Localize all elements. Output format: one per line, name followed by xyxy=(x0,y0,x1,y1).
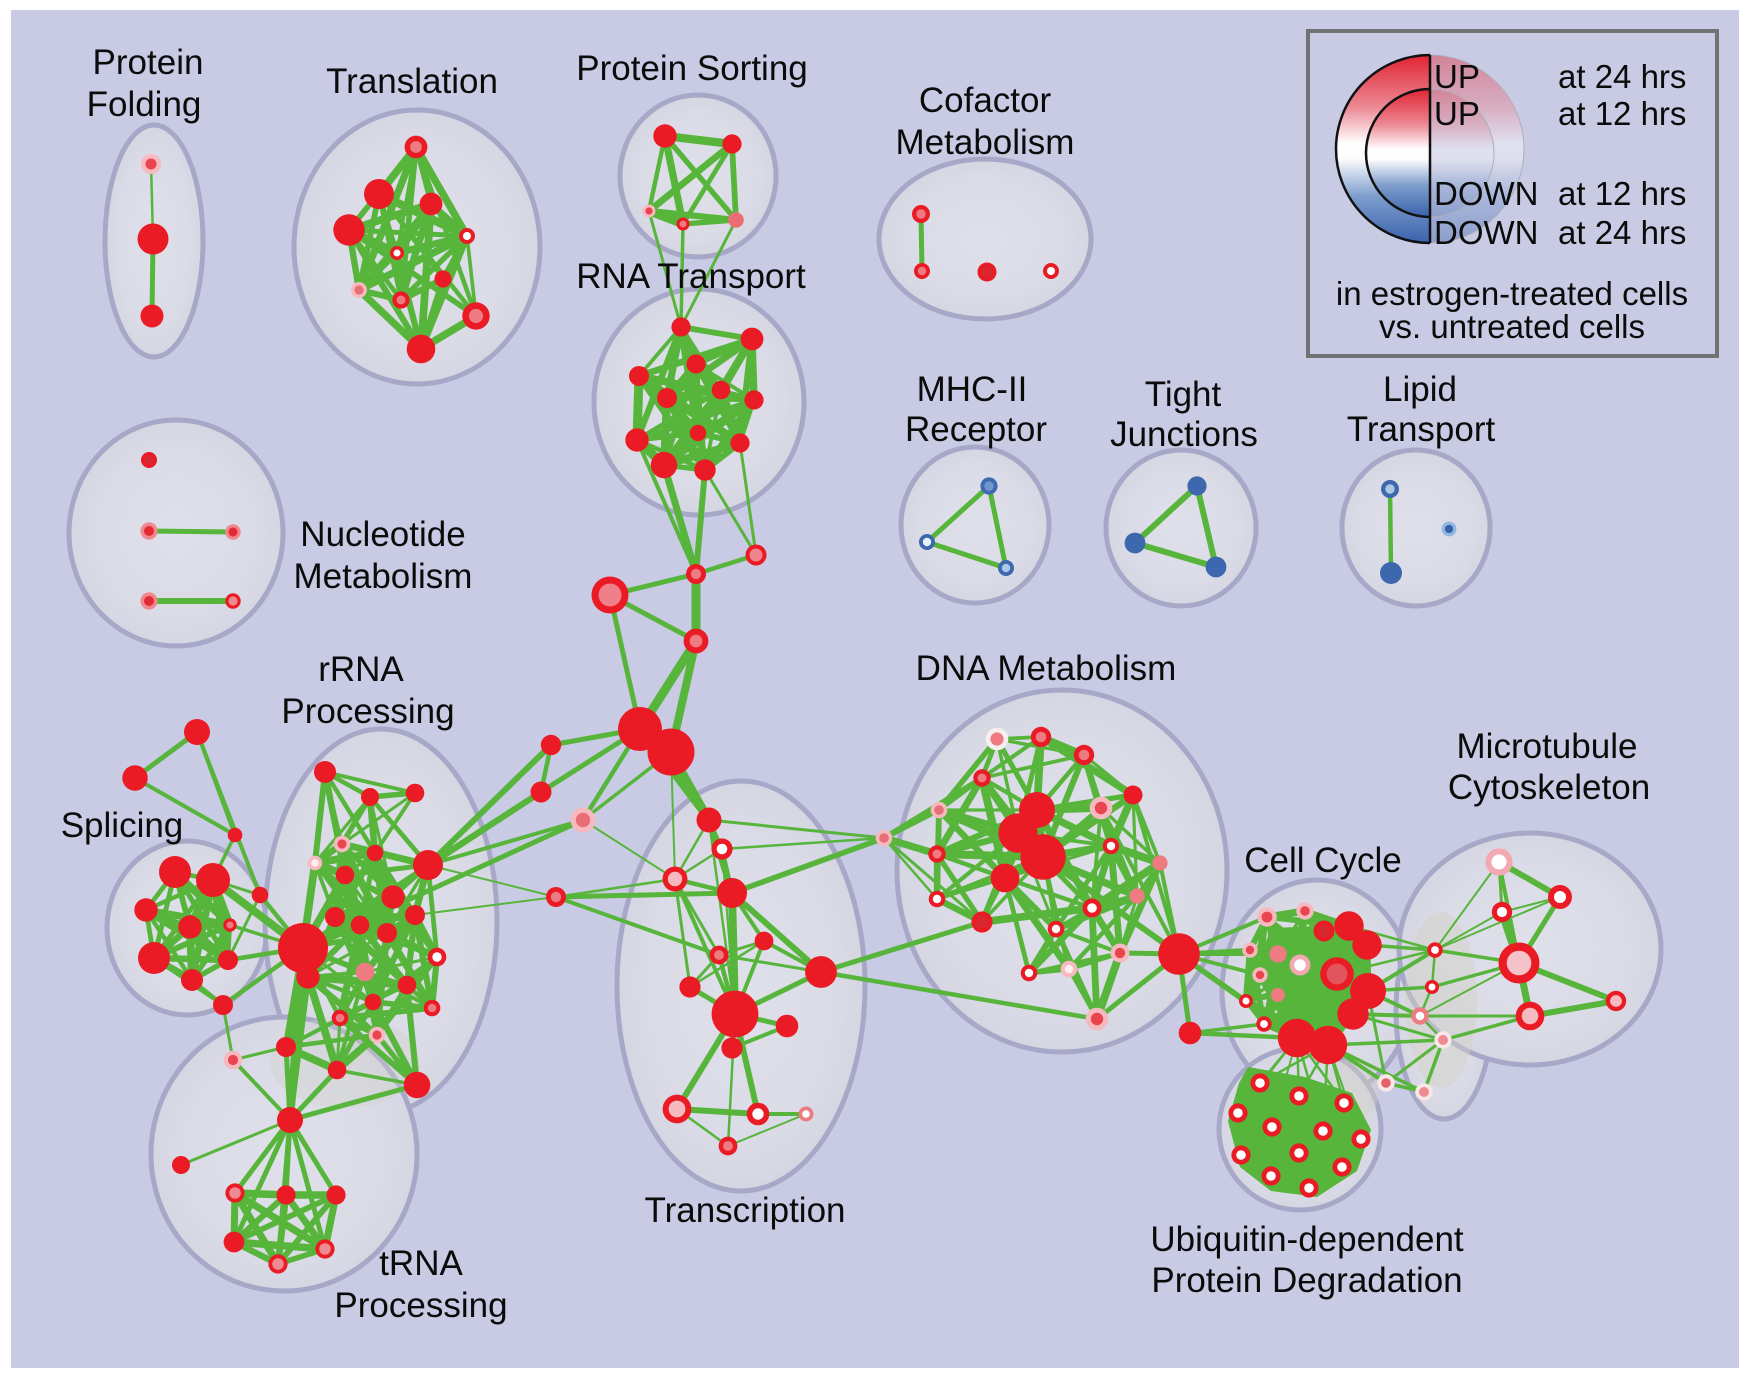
svg-text:Tight: Tight xyxy=(1145,375,1222,414)
svg-text:Cytoskeleton: Cytoskeleton xyxy=(1448,768,1650,807)
svg-text:Splicing: Splicing xyxy=(61,806,184,845)
svg-text:Protein: Protein xyxy=(93,43,204,82)
svg-text:MHC-II: MHC-II xyxy=(917,370,1028,409)
svg-text:Nucleotide: Nucleotide xyxy=(300,515,465,554)
svg-text:Protein Degradation: Protein Degradation xyxy=(1151,1261,1462,1300)
svg-text:UP: UP xyxy=(1434,58,1480,95)
svg-text:DNA Metabolism: DNA Metabolism xyxy=(916,649,1177,688)
svg-text:Transport: Transport xyxy=(1347,410,1496,449)
svg-text:in estrogen-treated cells: in estrogen-treated cells xyxy=(1336,275,1688,312)
svg-text:at 24 hrs: at 24 hrs xyxy=(1558,58,1686,95)
svg-text:at 12 hrs: at 12 hrs xyxy=(1558,95,1686,132)
svg-text:DOWN: DOWN xyxy=(1434,175,1538,212)
svg-text:Microtubule: Microtubule xyxy=(1457,727,1638,766)
svg-text:rRNA: rRNA xyxy=(318,650,404,689)
svg-text:Processing: Processing xyxy=(334,1286,507,1325)
svg-text:DOWN: DOWN xyxy=(1434,214,1538,251)
svg-text:Junctions: Junctions xyxy=(1110,415,1258,454)
svg-text:at 24 hrs: at 24 hrs xyxy=(1558,214,1686,251)
svg-text:Cofactor: Cofactor xyxy=(919,81,1052,120)
svg-text:Lipid: Lipid xyxy=(1383,370,1457,409)
svg-text:Receptor: Receptor xyxy=(905,410,1047,449)
svg-text:Folding: Folding xyxy=(87,85,202,124)
svg-text:UP: UP xyxy=(1434,95,1480,132)
svg-text:Cell Cycle: Cell Cycle xyxy=(1244,841,1402,880)
svg-text:Ubiquitin-dependent: Ubiquitin-dependent xyxy=(1150,1220,1464,1259)
svg-text:Protein Sorting: Protein Sorting xyxy=(576,49,808,88)
svg-text:tRNA: tRNA xyxy=(379,1244,463,1283)
svg-text:vs. untreated cells: vs. untreated cells xyxy=(1379,308,1645,345)
svg-text:RNA Transport: RNA Transport xyxy=(576,257,806,296)
svg-text:at 12 hrs: at 12 hrs xyxy=(1558,175,1686,212)
svg-text:Metabolism: Metabolism xyxy=(294,557,473,596)
svg-text:Processing: Processing xyxy=(281,692,454,731)
svg-text:Transcription: Transcription xyxy=(645,1191,846,1230)
svg-text:Metabolism: Metabolism xyxy=(896,123,1075,162)
svg-text:Translation: Translation xyxy=(326,62,498,101)
